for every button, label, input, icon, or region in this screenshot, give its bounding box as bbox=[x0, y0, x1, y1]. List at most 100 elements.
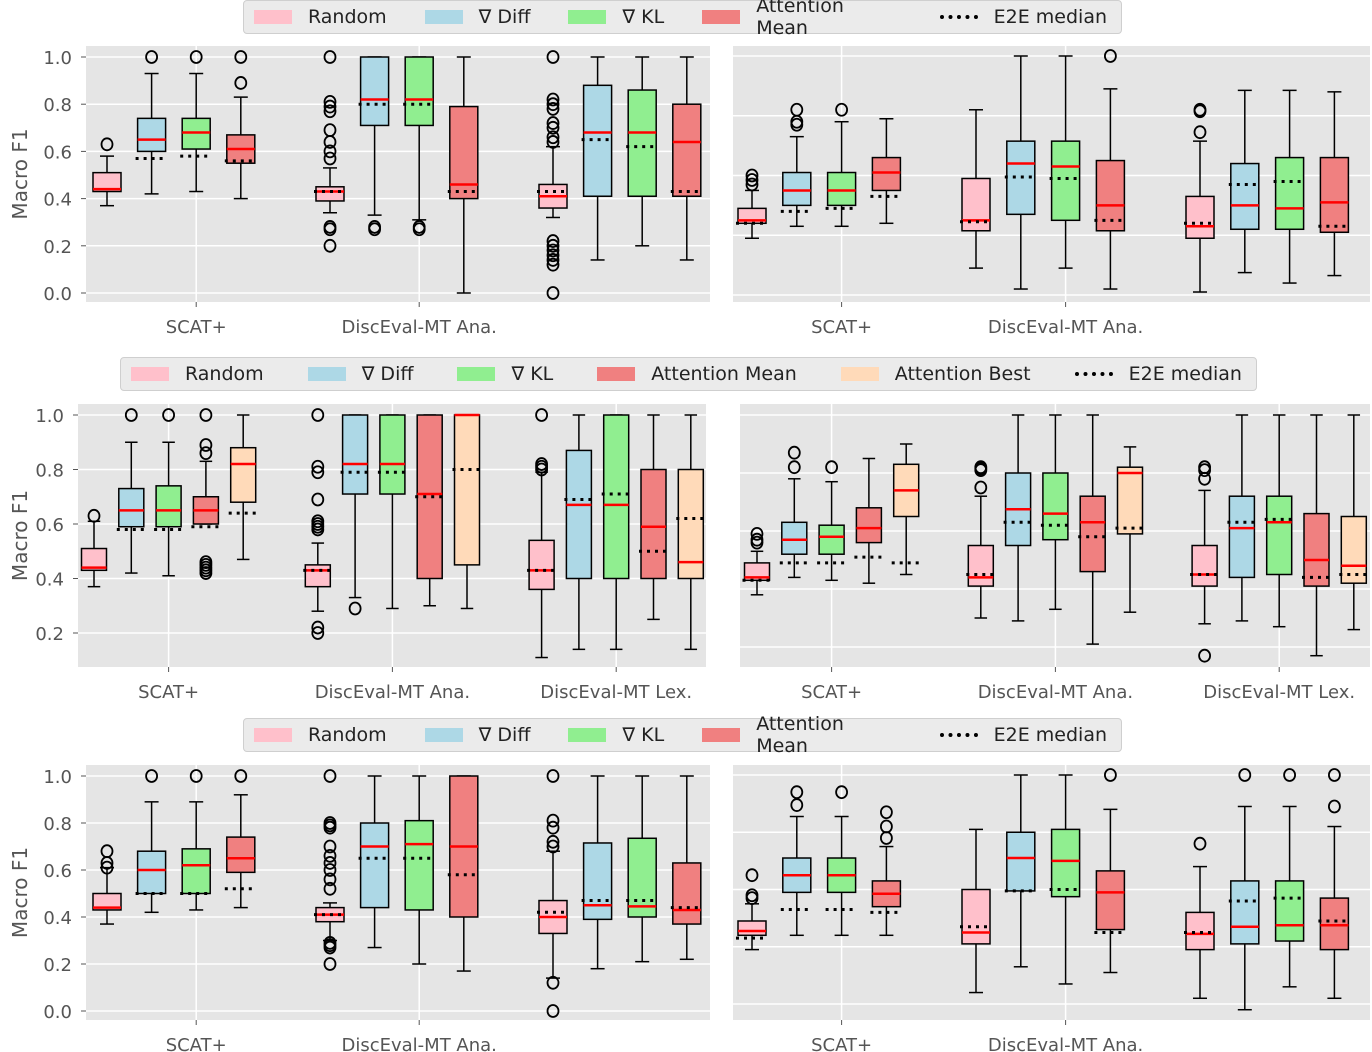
outlier-point bbox=[880, 805, 893, 820]
box-random bbox=[537, 50, 569, 300]
iqr-box bbox=[565, 449, 593, 580]
x-tick-label: DiscEval-MT Ana. bbox=[988, 317, 1143, 338]
legend-item: Attention Best bbox=[840, 363, 1031, 385]
iqr-box bbox=[961, 888, 991, 945]
outlier-point bbox=[311, 408, 325, 422]
outlier-point bbox=[745, 177, 759, 192]
legend-label: E2E median bbox=[993, 6, 1108, 28]
x-tick-label: SCAT+ bbox=[166, 317, 227, 338]
iqr-box bbox=[677, 468, 705, 580]
outlier-point bbox=[368, 220, 382, 234]
box-attention-mean bbox=[870, 805, 903, 937]
box-random bbox=[736, 168, 768, 239]
box-diff bbox=[1004, 55, 1037, 290]
iqr-box bbox=[582, 842, 613, 921]
box-attention-best bbox=[1339, 414, 1369, 631]
iqr-box bbox=[672, 862, 702, 925]
outlier-point bbox=[790, 102, 804, 117]
x-tick-label: SCAT+ bbox=[166, 1035, 227, 1052]
iqr-box bbox=[1274, 156, 1305, 231]
panel: 0.2 0.4 0.6 0.8 1.0 SCAT+ DiscEval-MT Ana. Disc… bbox=[8, 404, 706, 703]
box-diff bbox=[780, 102, 813, 228]
box-attention-mean bbox=[1318, 91, 1351, 277]
outlier-point bbox=[323, 769, 337, 783]
legend-dotted-line-swatch bbox=[1074, 372, 1113, 376]
x-tick-label: DiscEval-MT Ana. bbox=[341, 1035, 496, 1052]
outlier-point bbox=[199, 446, 213, 461]
legend-label: Random bbox=[308, 6, 387, 28]
iqr-box bbox=[359, 56, 390, 127]
outlier-point bbox=[546, 243, 560, 258]
legend-color-swatch bbox=[424, 728, 463, 742]
outlier-point bbox=[546, 234, 560, 248]
outlier-point bbox=[100, 860, 114, 875]
outlier-point bbox=[100, 844, 114, 859]
legend-item: Random bbox=[131, 363, 264, 385]
outlier-point bbox=[1193, 102, 1207, 117]
outlier-point bbox=[787, 460, 801, 475]
y-tick-label: 0.6 bbox=[43, 142, 72, 163]
iqr-box bbox=[528, 539, 555, 591]
box-diff bbox=[340, 414, 370, 616]
iqr-box bbox=[181, 848, 211, 895]
iqr-box bbox=[1050, 828, 1081, 898]
box-random bbox=[92, 137, 122, 207]
outlier-point bbox=[546, 135, 560, 149]
box-attention-mean bbox=[447, 775, 480, 972]
iqr-box bbox=[80, 547, 108, 572]
box-diff bbox=[581, 775, 614, 970]
iqr-box bbox=[304, 564, 332, 588]
legend-color-swatch bbox=[702, 10, 741, 24]
box-attention-mean bbox=[639, 414, 668, 621]
box-attention-best bbox=[891, 443, 921, 576]
box-attention-mean bbox=[870, 117, 903, 225]
outlier-point bbox=[311, 492, 325, 507]
box-attention-mean bbox=[1078, 414, 1108, 645]
box-diff bbox=[1003, 414, 1033, 622]
iqr-box bbox=[672, 103, 702, 197]
legend-label: ∇ KL bbox=[622, 6, 665, 28]
outlier-point bbox=[234, 76, 248, 90]
iqr-box bbox=[1319, 897, 1350, 951]
box-attention-mean bbox=[1094, 768, 1127, 974]
box-diff bbox=[135, 769, 168, 914]
outlier-point bbox=[145, 769, 159, 783]
outlier-point bbox=[323, 220, 337, 234]
box-kl bbox=[601, 414, 631, 651]
box-kl bbox=[825, 102, 858, 228]
outlier-point bbox=[311, 514, 325, 529]
iqr-box bbox=[1319, 156, 1350, 234]
iqr-box bbox=[737, 920, 767, 937]
legend-color-swatch bbox=[840, 367, 879, 381]
legend-label: E2E median bbox=[1128, 363, 1242, 385]
box-diff bbox=[1228, 89, 1261, 274]
y-tick-label: 0.2 bbox=[43, 955, 72, 976]
outlier-point bbox=[311, 620, 325, 635]
iqr-box bbox=[1265, 495, 1293, 576]
y-tick-label: 1.0 bbox=[43, 767, 72, 788]
outlier-point bbox=[974, 460, 988, 475]
box-attention-best bbox=[228, 414, 258, 561]
box-diff bbox=[1227, 414, 1257, 622]
outlier-point bbox=[546, 257, 560, 272]
outlier-point bbox=[1104, 768, 1117, 782]
legend-color-swatch bbox=[131, 367, 169, 381]
box-kl bbox=[180, 50, 213, 193]
outlier-point bbox=[100, 137, 114, 152]
outlier-point bbox=[546, 130, 560, 145]
iqr-box bbox=[1191, 544, 1218, 587]
x-tick-label: DiscEval-MT Ana. bbox=[988, 1035, 1143, 1052]
outlier-point bbox=[87, 508, 101, 523]
legend: Random ∇ Diff ∇ KL Attention Mean E2E median bbox=[243, 713, 1122, 757]
iqr-box bbox=[967, 544, 995, 587]
outlier-point bbox=[546, 975, 560, 990]
box-diff bbox=[1228, 768, 1261, 1011]
box-attention-mean bbox=[670, 775, 703, 961]
box-attention-mean bbox=[1318, 768, 1351, 1000]
outlier-point bbox=[323, 238, 337, 253]
legend-label: ∇ Diff bbox=[478, 724, 531, 746]
outlier-point bbox=[974, 480, 988, 495]
outlier-point bbox=[787, 445, 801, 460]
iqr-box bbox=[1050, 140, 1081, 222]
box-attention-mean bbox=[447, 56, 480, 294]
